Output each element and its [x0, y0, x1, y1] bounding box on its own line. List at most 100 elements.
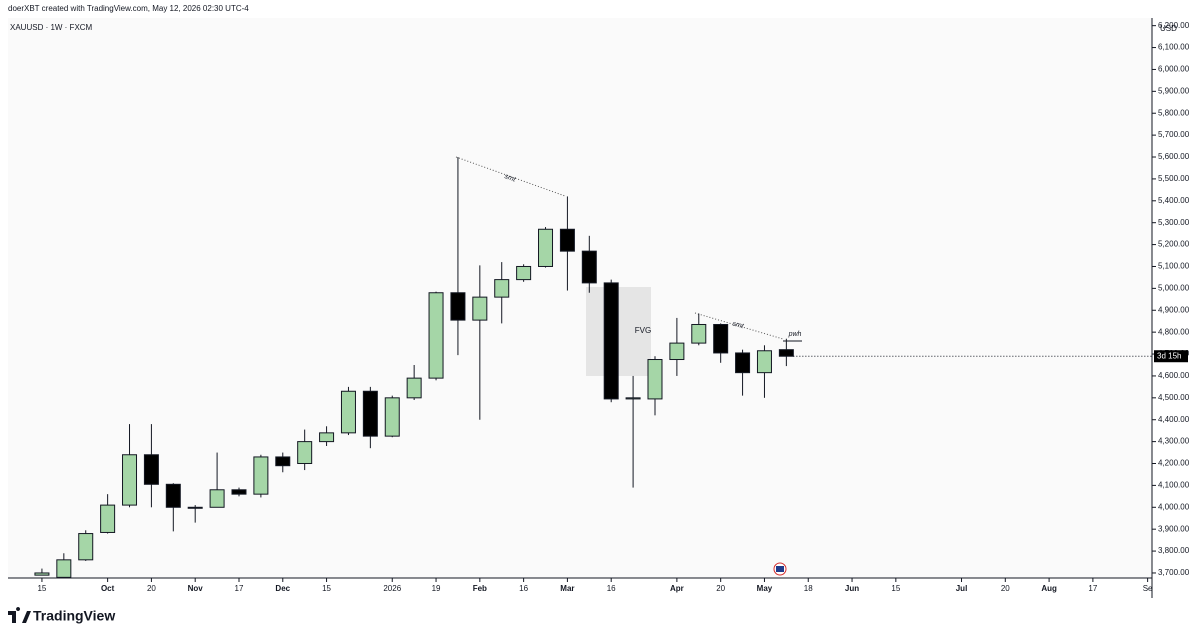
candle-body — [559, 228, 575, 252]
x-tick-label: May — [757, 584, 773, 593]
x-tick-label: 16 — [607, 584, 616, 593]
y-tick-label: 4,800.00 — [1158, 327, 1190, 336]
event-icon — [773, 562, 787, 576]
y-tick-label: 5,300.00 — [1158, 218, 1190, 227]
y-tick-label: 5,200.00 — [1158, 240, 1190, 249]
x-tick-label: Jul — [956, 584, 968, 593]
countdown-box — [1154, 350, 1188, 363]
x-tick-label: 15 — [37, 584, 46, 593]
y-tick-label: 4,900.00 — [1158, 305, 1190, 314]
y-tick-label: 5,000.00 — [1158, 283, 1190, 292]
countdown: 3d 15h — [1157, 351, 1181, 360]
x-tick-label: Jun — [845, 584, 859, 593]
smt-line — [694, 312, 784, 340]
candle-body — [428, 292, 444, 379]
x-tick-label: Oct — [101, 584, 115, 593]
candle-body — [187, 506, 203, 509]
x-tick-label: 20 — [716, 584, 725, 593]
candle-body — [340, 390, 356, 434]
candle-body — [362, 390, 378, 437]
logo-icon — [8, 607, 31, 623]
x-tick-label: 19 — [432, 584, 441, 593]
y-tick-label: 4,600.00 — [1158, 371, 1190, 380]
x-tick-label: Feb — [473, 584, 487, 593]
x-tick-label: 17 — [1088, 584, 1097, 593]
x-tick-label: Aug — [1041, 584, 1057, 593]
candle-body — [34, 572, 50, 576]
y-tick-label: 4,000.00 — [1158, 502, 1190, 511]
y-tick-label: 4,500.00 — [1158, 393, 1190, 402]
candle-body — [669, 342, 685, 361]
candle-body — [603, 282, 619, 400]
y-tick-label: 6,000.00 — [1158, 65, 1190, 74]
candle-body — [253, 456, 269, 495]
candle-body — [165, 483, 181, 508]
candle-body — [319, 432, 335, 443]
candle-body — [297, 441, 313, 465]
x-tick-label: 18 — [804, 584, 813, 593]
x-tick-label: Dec — [275, 584, 290, 593]
x-tick-label: 2026 — [383, 584, 401, 593]
x-tick-label: Se — [1143, 584, 1153, 593]
symbol-title: XAUUSD · 1W · FXCM — [10, 23, 93, 32]
x-tick-label: 15 — [891, 584, 900, 593]
x-tick-label: 20 — [1001, 584, 1010, 593]
candle-body — [384, 397, 400, 437]
y-tick-label: 6,200.00 — [1158, 21, 1190, 30]
candle-body — [406, 377, 422, 399]
candle-body — [691, 323, 707, 344]
y-tick-label: 5,900.00 — [1158, 86, 1190, 95]
candle-body — [472, 296, 488, 321]
plot-area — [8, 18, 1152, 578]
candle-body — [516, 265, 532, 281]
candle-body — [494, 279, 510, 298]
annotation: pwh — [788, 331, 802, 338]
y-tick-label: 3,900.00 — [1158, 524, 1190, 533]
annotation: smt — [503, 173, 517, 184]
x-tick-label: 15 — [322, 584, 331, 593]
candle-body — [100, 504, 116, 533]
logo: TradingView — [8, 607, 115, 624]
candle-body — [756, 350, 772, 374]
candle-body — [450, 292, 466, 321]
candle-body — [122, 454, 138, 506]
candle-body — [625, 397, 641, 400]
candle-body — [78, 533, 94, 561]
candle-body — [735, 352, 751, 374]
x-tick-label: 20 — [147, 584, 156, 593]
smt-line — [455, 156, 566, 197]
y-tick-label: 4,200.00 — [1158, 459, 1190, 468]
candle-body — [538, 228, 554, 267]
x-tick-label: Apr — [670, 584, 684, 593]
candle-body — [581, 250, 597, 284]
y-tick-label: 5,500.00 — [1158, 174, 1190, 183]
y-tick-label: 5,100.00 — [1158, 262, 1190, 271]
candle-body — [209, 489, 225, 508]
currency: USD — [1160, 24, 1177, 33]
candle-body — [231, 489, 247, 495]
y-tick-label: 3,700.00 — [1158, 568, 1190, 577]
y-tick-label: 5,700.00 — [1158, 130, 1190, 139]
y-tick-label: 5,600.00 — [1158, 152, 1190, 161]
candle-body — [275, 456, 291, 467]
x-tick-label: Mar — [560, 584, 574, 593]
x-tick-label: 16 — [519, 584, 528, 593]
y-tick-label: 3,800.00 — [1158, 546, 1190, 555]
candle-body — [647, 359, 663, 400]
candle-body — [778, 349, 794, 357]
candle-body — [56, 559, 72, 578]
x-tick-label: 17 — [235, 584, 244, 593]
x-tick-label: Nov — [188, 584, 204, 593]
y-tick-label: 5,400.00 — [1158, 196, 1190, 205]
candle-body — [143, 454, 159, 485]
event-icon-flag — [776, 566, 784, 572]
credit: doerXBT created with TradingView.com, Ma… — [8, 4, 249, 13]
brand: TradingView — [33, 608, 115, 624]
y-tick-label: 4,300.00 — [1158, 437, 1190, 446]
annotation: smt — [732, 320, 746, 330]
y-tick-label: 4,100.00 — [1158, 481, 1190, 490]
candle-body — [713, 323, 729, 354]
y-tick-label: 5,800.00 — [1158, 108, 1190, 117]
